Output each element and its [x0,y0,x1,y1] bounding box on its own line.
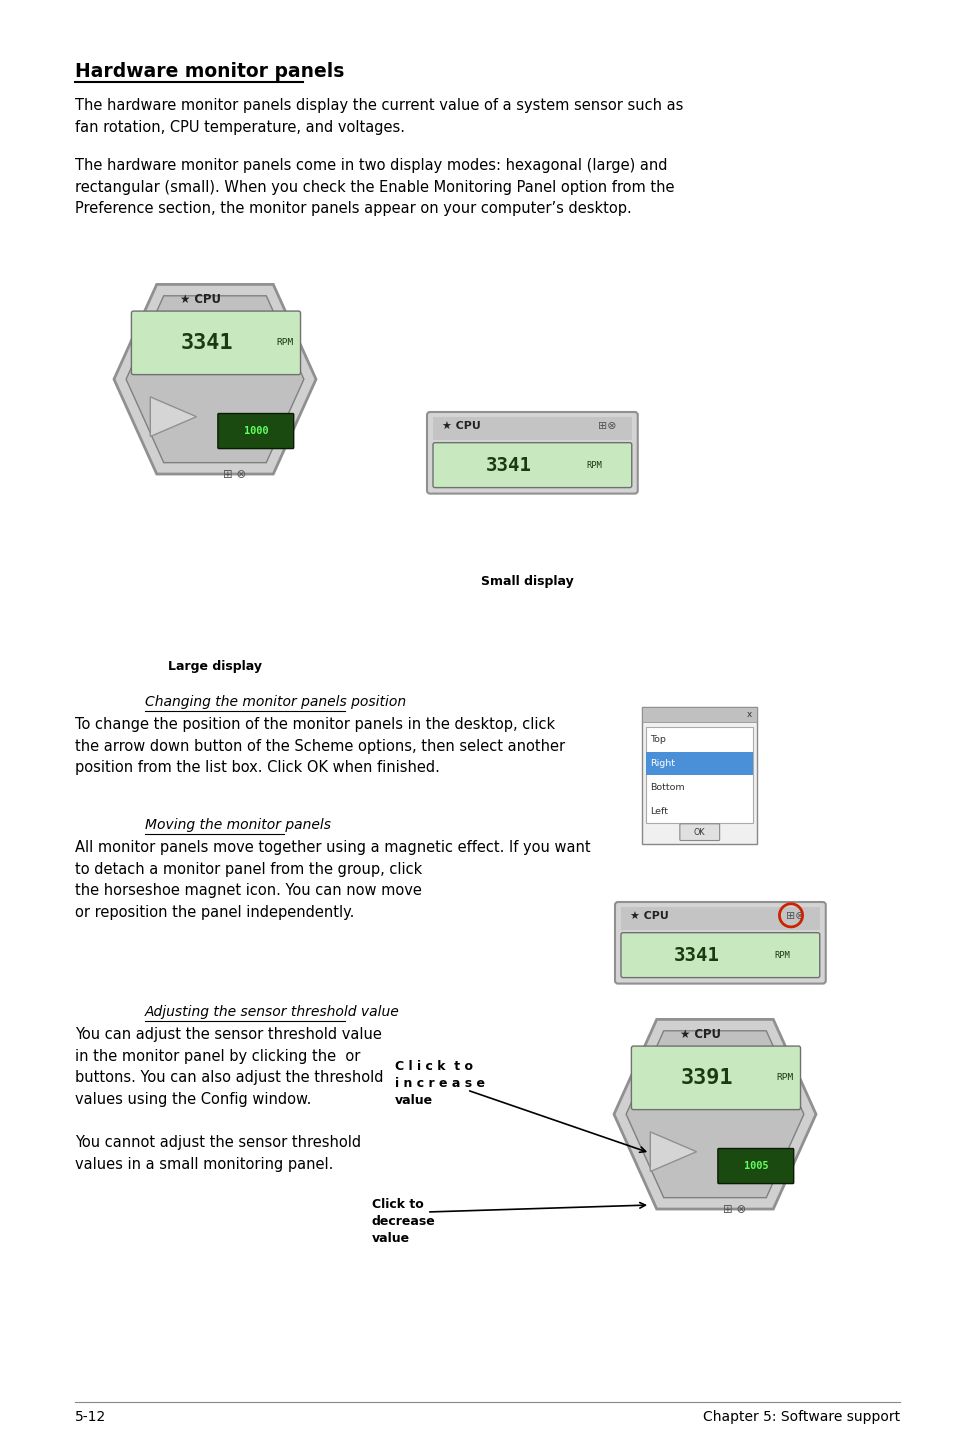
Polygon shape [151,397,196,437]
Polygon shape [625,1031,803,1198]
Text: ★ CPU: ★ CPU [629,912,668,922]
Text: RPM: RPM [774,951,790,959]
FancyBboxPatch shape [631,1045,800,1110]
FancyBboxPatch shape [433,443,631,487]
FancyBboxPatch shape [433,417,631,440]
Text: Top: Top [649,735,665,743]
Text: You cannot adjust the sensor threshold
values in a small monitoring panel.: You cannot adjust the sensor threshold v… [75,1135,361,1172]
Text: ★ CPU: ★ CPU [180,293,221,306]
FancyBboxPatch shape [645,752,753,775]
FancyBboxPatch shape [641,707,757,722]
Text: 3391: 3391 [680,1068,733,1087]
Text: RPM: RPM [276,338,294,348]
Text: Large display: Large display [168,660,262,673]
Text: x: x [745,710,751,719]
FancyBboxPatch shape [717,1149,793,1183]
Text: Left: Left [649,807,667,815]
Polygon shape [650,1132,696,1172]
Text: ⊞⊗: ⊞⊗ [598,421,616,431]
FancyBboxPatch shape [645,728,753,823]
Text: ⊞ ⊗: ⊞ ⊗ [722,1202,745,1215]
Text: All monitor panels move together using a magnetic effect. If you want
to detach : All monitor panels move together using a… [75,840,590,920]
Text: Adjusting the sensor threshold value: Adjusting the sensor threshold value [145,1005,399,1020]
Text: RPM: RPM [776,1073,793,1083]
Text: ⊞⊗: ⊞⊗ [785,912,803,922]
Text: ⊞ ⊗: ⊞ ⊗ [223,467,246,480]
FancyBboxPatch shape [679,824,719,840]
Text: C l i c k  t o
i n c r e a s e
value: C l i c k t o i n c r e a s e value [395,1060,484,1107]
FancyBboxPatch shape [132,311,300,375]
Text: OK: OK [693,828,705,837]
Text: 1000: 1000 [243,426,268,436]
Text: Bottom: Bottom [649,782,684,792]
Text: Chapter 5: Software support: Chapter 5: Software support [702,1411,899,1424]
Text: 5-12: 5-12 [75,1411,106,1424]
Text: Small display: Small display [480,575,573,588]
Text: Moving the monitor panels: Moving the monitor panels [145,818,331,833]
FancyBboxPatch shape [620,907,819,930]
FancyBboxPatch shape [620,933,819,978]
Text: ★ CPU: ★ CPU [679,1028,720,1041]
Text: 3341: 3341 [485,456,532,475]
FancyBboxPatch shape [615,902,825,984]
Text: The hardware monitor panels come in two display modes: hexagonal (large) and
rec: The hardware monitor panels come in two … [75,158,674,216]
Text: 3341: 3341 [674,946,720,965]
Text: You can adjust the sensor threshold value
in the monitor panel by clicking the  : You can adjust the sensor threshold valu… [75,1027,383,1107]
Text: RPM: RPM [586,460,602,470]
Text: The hardware monitor panels display the current value of a system sensor such as: The hardware monitor panels display the … [75,98,682,135]
Polygon shape [614,1020,815,1209]
FancyBboxPatch shape [641,707,757,844]
Text: Changing the monitor panels position: Changing the monitor panels position [145,695,406,709]
Text: ★ CPU: ★ CPU [441,421,480,431]
Text: 1005: 1005 [742,1160,767,1171]
FancyBboxPatch shape [427,413,638,493]
Text: Click to
decrease
value: Click to decrease value [372,1198,436,1245]
Text: 3341: 3341 [181,332,233,352]
FancyBboxPatch shape [217,414,294,449]
Text: To change the position of the monitor panels in the desktop, click
the arrow dow: To change the position of the monitor pa… [75,718,564,775]
Text: Hardware monitor panels: Hardware monitor panels [75,62,344,81]
Polygon shape [126,296,304,463]
Polygon shape [113,285,315,475]
Text: Right: Right [649,759,675,768]
